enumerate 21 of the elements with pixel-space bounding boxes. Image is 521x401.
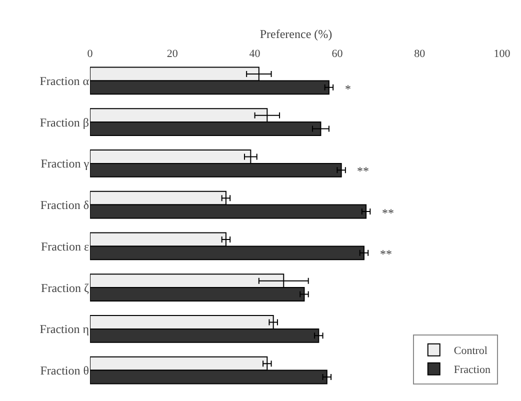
x-tick-label: 0: [87, 48, 94, 60]
annotation: *: [345, 82, 351, 96]
y-tick-label: Fraction ε: [40, 239, 89, 254]
y-tick-label: Fraction β: [40, 115, 89, 130]
x-tick-label: 60: [332, 48, 344, 60]
x-tick-label: 100: [494, 48, 511, 60]
y-tick-label: Fraction η: [40, 322, 89, 336]
x-tick-label: 40: [249, 48, 261, 60]
y-tick-label: Fraction ζ: [41, 280, 90, 295]
y-tick-label: Fraction δ: [40, 198, 90, 212]
annotation: **: [357, 164, 369, 178]
x-tick-label: 20: [166, 48, 178, 60]
y-tick-label: Fraction θ: [40, 364, 90, 378]
y-tick-label: Fraction γ: [40, 156, 90, 171]
annotation: **: [382, 206, 394, 220]
legend-label: Fraction: [454, 364, 492, 376]
annotation: **: [380, 247, 392, 261]
legend-label: Control: [454, 345, 488, 358]
x-tick-label: 80: [414, 48, 426, 60]
x-axis-title: Preference (%): [260, 27, 332, 42]
y-tick-label: Fraction α: [40, 74, 90, 88]
